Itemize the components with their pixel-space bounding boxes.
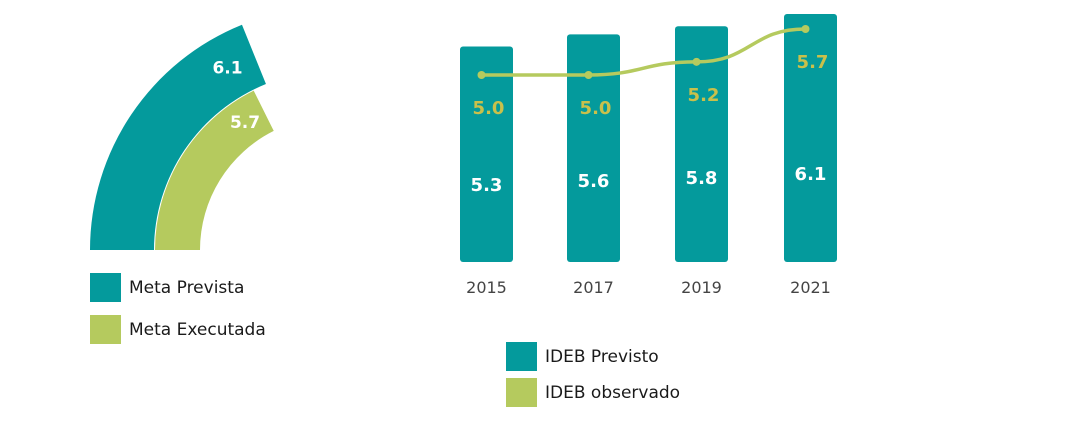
bar-2017	[567, 34, 620, 263]
legend-label-ideb-observado: IDEB observado	[545, 382, 681, 403]
arc-segment-2	[155, 90, 274, 250]
legend-swatch-meta-prevista	[90, 273, 121, 302]
line-point-2015	[477, 71, 486, 79]
line-ideb-observado	[481, 27, 806, 77]
bar-2021	[784, 14, 837, 262]
bar-value-label-2017: 5.6	[578, 171, 610, 192]
x-tick-label-2019: 2019	[681, 278, 722, 297]
legend-meta-prevista: Meta Prevista	[90, 273, 244, 302]
legend-swatch-ideb-previsto	[506, 342, 537, 371]
line-value-label-2015: 5.0	[473, 98, 505, 119]
legend-swatch-meta-executada	[90, 315, 121, 344]
bar-value-label-2015: 5.3	[471, 175, 503, 196]
x-tick-label-2021: 2021	[790, 278, 831, 297]
arc-value-label-2: 5.7	[230, 113, 260, 133]
line-point-2021	[801, 25, 810, 33]
bar-2019	[675, 26, 728, 263]
bar-value-label-2019: 5.8	[686, 168, 718, 189]
line-value-label-2021: 5.7	[797, 52, 829, 73]
x-tick-label-2017: 2017	[573, 278, 614, 297]
bar-2015	[460, 46, 513, 262]
legend-meta-executada: Meta Executada	[90, 315, 266, 344]
line-point-2019	[692, 57, 701, 66]
line-value-label-2017: 5.0	[580, 98, 612, 119]
legend-label-ideb-previsto: IDEB Previsto	[545, 346, 659, 367]
bar-value-label-2021: 6.1	[795, 164, 827, 185]
legend-label-meta-executada: Meta Executada	[129, 319, 266, 340]
x-tick-label-2015: 2015	[466, 278, 507, 297]
legend-ideb-observado: IDEB observado	[506, 378, 680, 407]
legend-swatch-ideb-observado	[506, 378, 537, 407]
line-value-label-2019: 5.2	[688, 85, 720, 106]
arc-value-label-1: 6.1	[212, 58, 242, 78]
line-point-2017	[584, 71, 593, 79]
legend-label-meta-prevista: Meta Prevista	[129, 277, 245, 298]
legend-ideb-previsto: IDEB Previsto	[506, 342, 659, 371]
arc-segment-1	[90, 24, 266, 251]
